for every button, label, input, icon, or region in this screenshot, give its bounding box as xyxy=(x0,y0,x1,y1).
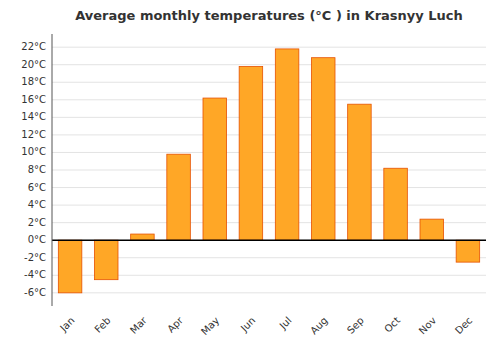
title: Average monthly temperatures (°C ) in Kr… xyxy=(75,8,463,23)
bar xyxy=(348,104,372,240)
x-tick-label: May xyxy=(199,315,221,337)
grid-line xyxy=(52,117,486,118)
bar xyxy=(203,98,227,240)
grid-line xyxy=(52,187,486,188)
x-tick-label: Sep xyxy=(345,315,366,336)
x-tick-label: Oct xyxy=(382,315,402,335)
y-tick-label: 18°C xyxy=(21,76,46,87)
x-tick-label: Jul xyxy=(277,315,294,332)
grid-line xyxy=(52,170,486,171)
x-tick-label: Feb xyxy=(92,315,112,335)
grid-line xyxy=(52,240,486,241)
y-tick-label: 12°C xyxy=(21,129,46,140)
y-tick-label: 4°C xyxy=(28,199,46,210)
bar xyxy=(58,240,82,293)
zero-line xyxy=(52,239,486,241)
y-tick-label: 22°C xyxy=(21,41,46,52)
bar xyxy=(131,234,155,240)
grid-line xyxy=(52,152,486,153)
grid xyxy=(52,47,486,293)
y-tick-label: -2°C xyxy=(24,252,46,263)
bar xyxy=(456,240,480,262)
bar xyxy=(420,219,444,240)
y-tick-label: 8°C xyxy=(28,164,46,175)
x-tick-labels: Jan Feb Mar Apr May Jun Jul Aug Sep Oct Nov Dec xyxy=(57,314,474,337)
bar xyxy=(384,168,408,240)
y-axis-line xyxy=(52,34,53,306)
grid-line xyxy=(52,47,486,48)
bars xyxy=(58,49,479,293)
x-tick-label: Mar xyxy=(128,314,150,336)
grid-line xyxy=(52,292,486,293)
y-tick-label: -6°C xyxy=(24,287,46,298)
x-tick-label: Aug xyxy=(308,315,330,337)
y-tick-label: 14°C xyxy=(21,111,46,122)
grid-line xyxy=(52,99,486,100)
x-tick-label: Nov xyxy=(417,315,439,337)
y-tick-label: 0°C xyxy=(28,234,46,245)
x-tick-label: Apr xyxy=(165,314,186,335)
bar xyxy=(311,58,335,241)
y-tick-label: -4°C xyxy=(24,269,46,280)
y-tick-label: 16°C xyxy=(21,94,46,105)
chart-container: Average monthly temperatures (°C ) in Kr… xyxy=(0,0,500,350)
bar xyxy=(239,66,263,240)
bar xyxy=(167,154,191,240)
y-tick-label: 20°C xyxy=(21,59,46,70)
y-tick-label: 10°C xyxy=(21,146,46,157)
bar xyxy=(94,240,118,279)
x-tick-label: Jun xyxy=(238,315,258,335)
bar xyxy=(275,49,299,240)
y-tick-label: 2°C xyxy=(28,217,46,228)
grid-line xyxy=(52,64,486,65)
grid-line xyxy=(52,134,486,135)
grid-line xyxy=(52,205,486,206)
y-tick-labels: -6°C -4°C -2°C 0°C 2°C 4°C 6°C 8°C 10°C 12°C 14°C 1… xyxy=(21,41,46,298)
y-tick-label: 6°C xyxy=(28,182,46,193)
x-tick-label: Jan xyxy=(57,315,76,334)
x-tick-label: Dec xyxy=(453,315,474,336)
chart: Average monthly temperatures (°C ) in Kr… xyxy=(0,0,500,350)
grid-line xyxy=(52,82,486,83)
